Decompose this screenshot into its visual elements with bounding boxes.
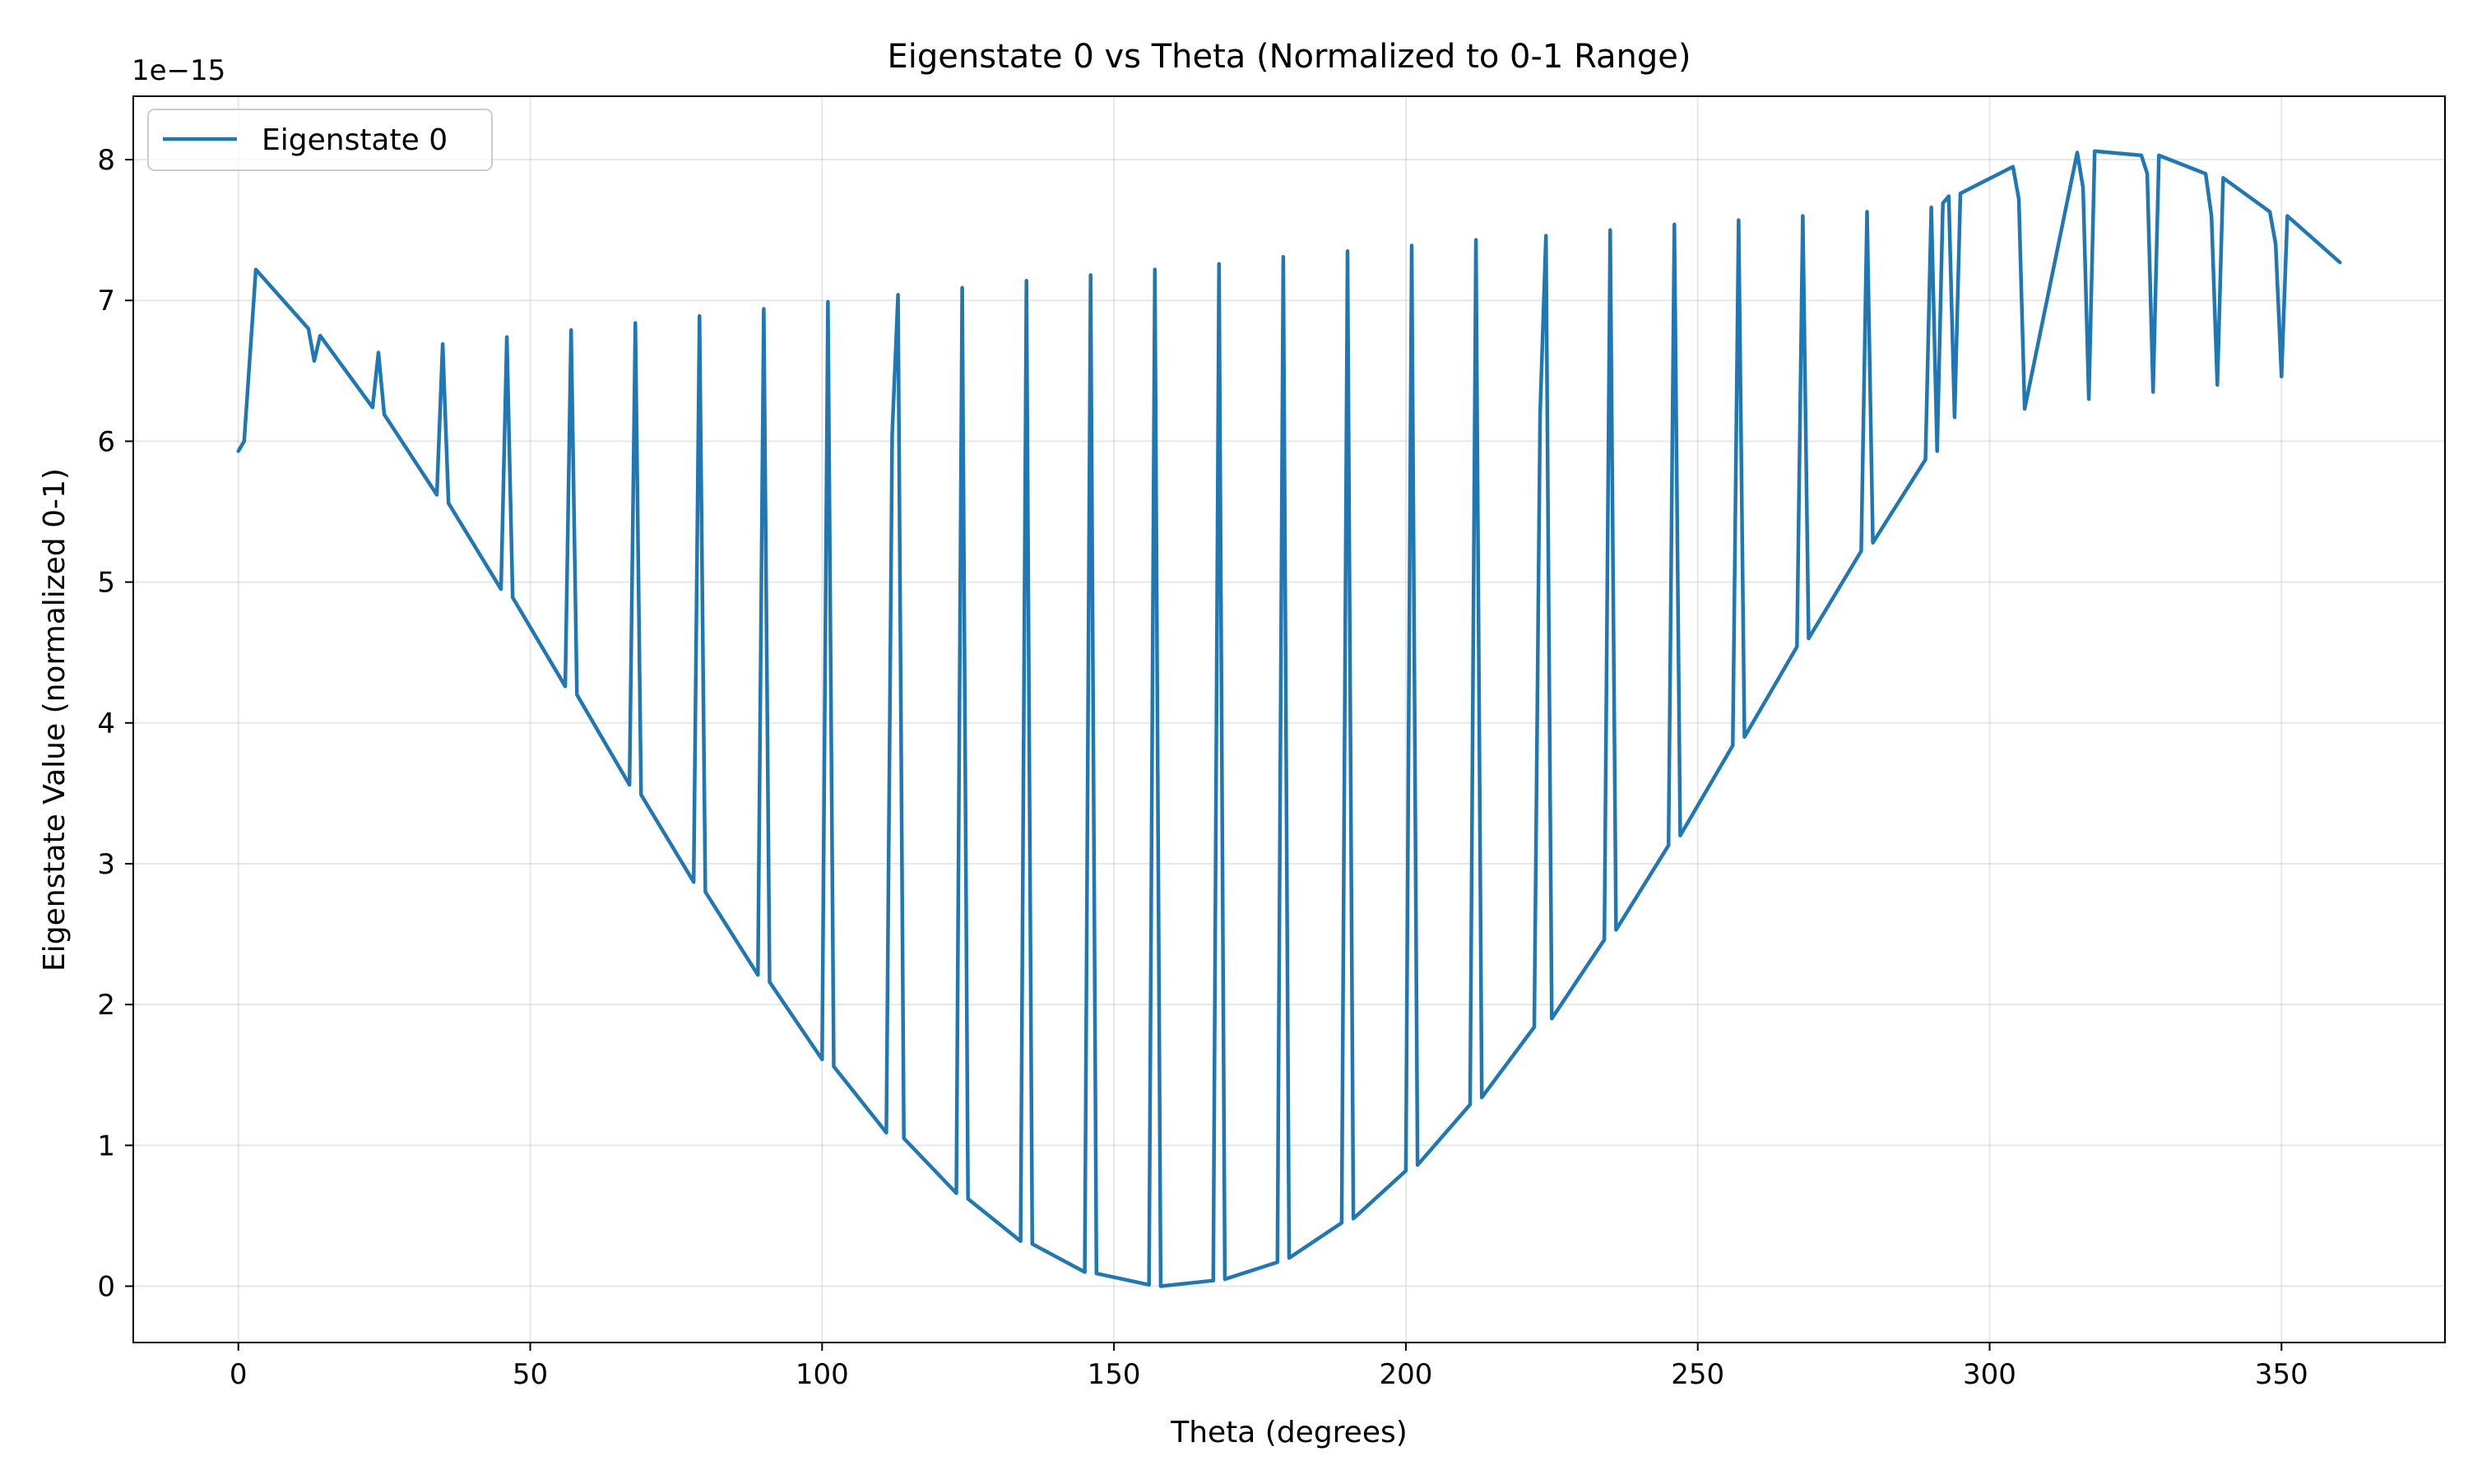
y-tick-label: 1	[97, 1129, 115, 1162]
x-tick-label: 300	[1963, 1358, 2016, 1391]
y-tick-label: 2	[97, 989, 115, 1022]
y-tick-label: 6	[97, 425, 115, 458]
legend-label-eigenstate-0: Eigenstate 0	[262, 123, 448, 157]
x-tick-label: 200	[1379, 1358, 1432, 1391]
x-tick-label: 250	[1671, 1358, 1724, 1391]
y-tick-label: 0	[97, 1271, 115, 1304]
y-tick-label: 7	[97, 285, 115, 318]
grid-lines	[133, 96, 2445, 1343]
x-axis-label: Theta (degrees)	[1170, 1416, 1408, 1449]
series-line-eigenstate-0	[236, 149, 2342, 1288]
y-tick-label: 4	[97, 707, 115, 740]
chart-title: Eigenstate 0 vs Theta (Normalized to 0-1…	[888, 38, 1691, 76]
y-tick-label: 8	[97, 144, 115, 177]
x-axis-ticks: 0 50 100 150 200 250 300 350	[230, 1343, 2308, 1391]
y-tick-label: 5	[97, 567, 115, 600]
legend: Eigenstate 0	[147, 109, 493, 171]
x-tick-label: 150	[1088, 1358, 1141, 1391]
y-axis-ticks: 0 1 2 3 4 5 6 7 8	[97, 144, 133, 1304]
x-tick-label: 0	[230, 1358, 248, 1391]
x-tick-label: 50	[513, 1358, 548, 1391]
y-axis-label: Eigenstate Value (normalized 0-1)	[38, 468, 72, 972]
y-axis-offset-label: 1e−15	[132, 54, 225, 87]
y-tick-label: 3	[97, 848, 115, 881]
plot-area-frame	[132, 95, 2446, 1343]
plot-data	[236, 149, 2342, 1288]
legend-box	[147, 109, 493, 171]
x-tick-label: 100	[796, 1358, 849, 1391]
x-tick-label: 350	[2255, 1358, 2308, 1391]
